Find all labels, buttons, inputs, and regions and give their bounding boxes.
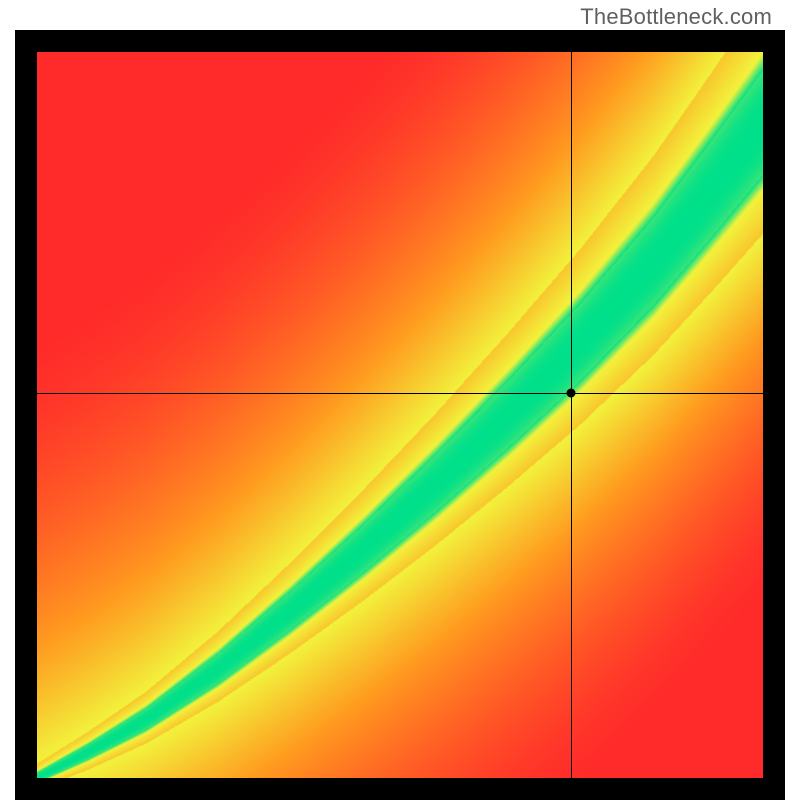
chart-outer-frame xyxy=(15,30,785,800)
chart-container: TheBottleneck.com xyxy=(0,0,800,800)
heatmap-canvas xyxy=(37,52,763,778)
crosshair-horizontal xyxy=(37,393,763,394)
crosshair-dot xyxy=(566,389,575,398)
crosshair-vertical xyxy=(571,52,572,778)
watermark-text: TheBottleneck.com xyxy=(580,4,772,30)
plot-area xyxy=(37,52,763,778)
